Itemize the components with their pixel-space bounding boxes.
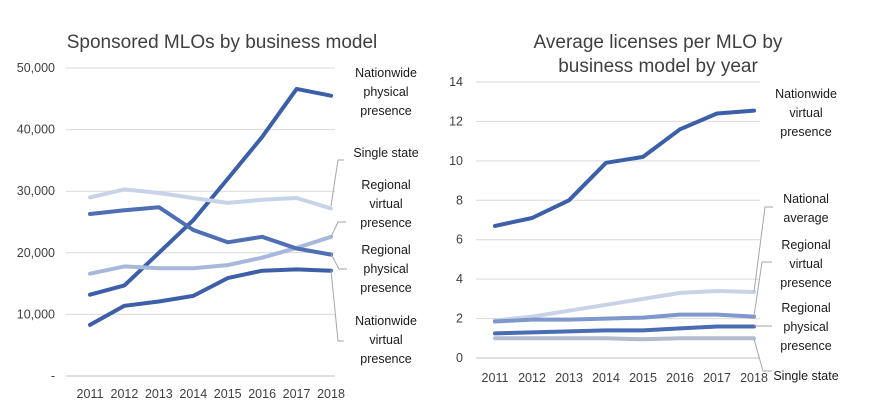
right-leader-line — [753, 206, 773, 293]
left-x-tick-label: 2017 — [283, 387, 311, 401]
left-series-label: physical — [363, 85, 408, 99]
right-y-tick-label: 10 — [449, 154, 463, 168]
left-x-tick-label: 2012 — [111, 387, 139, 401]
left-chart: Sponsored MLOs by business model - 10,000… — [17, 32, 419, 401]
left-series-labels: Nationwide physical presence Single state Re… — [353, 66, 418, 366]
left-x-tick-labels: 2011 2012 2013 2014 2015 2016 2017 2018 — [77, 387, 345, 401]
right-y-tick-labels: 0 2 4 6 8 10 12 14 — [449, 75, 463, 365]
right-series-label: Nationwide — [775, 87, 837, 101]
left-y-tick-label: 10,000 — [17, 307, 55, 321]
left-series-label: virtual — [369, 197, 402, 211]
right-x-tick-label: 2015 — [629, 371, 657, 385]
right-series-line — [493, 108, 756, 228]
left-series-label: presence — [360, 216, 411, 230]
right-series-label: Regional — [781, 238, 830, 252]
left-series-label: presence — [360, 104, 411, 118]
right-y-tick-label: 0 — [456, 351, 463, 365]
right-series-line — [493, 312, 756, 324]
right-y-tick-label: 8 — [456, 193, 463, 207]
right-series-label: virtual — [789, 106, 822, 120]
right-x-tick-label: 2012 — [518, 371, 546, 385]
right-series-lines — [493, 108, 756, 342]
left-chart-title: Sponsored MLOs by business model — [67, 32, 378, 53]
right-y-tick-label: 12 — [449, 114, 463, 128]
left-y-tick-label: 20,000 — [17, 246, 55, 260]
left-x-tick-label: 2014 — [179, 387, 207, 401]
right-series-line — [493, 324, 756, 336]
left-series-label: Nationwide — [355, 314, 417, 328]
left-x-tick-label: 2016 — [248, 387, 276, 401]
right-series-label: physical — [783, 320, 828, 334]
left-y-tick-label: 30,000 — [17, 184, 55, 198]
left-series-label: virtual — [369, 333, 402, 347]
right-y-tick-label: 14 — [449, 75, 463, 89]
right-x-tick-label: 2014 — [592, 371, 620, 385]
right-series-label: average — [783, 211, 828, 225]
left-series-label: Nationwide — [355, 66, 417, 80]
left-series-label: presence — [360, 281, 411, 295]
left-x-tick-label: 2011 — [77, 387, 104, 401]
left-y-tick-label: 40,000 — [17, 123, 55, 137]
right-series-line — [493, 336, 756, 342]
left-x-tick-label: 2015 — [214, 387, 242, 401]
right-x-tick-labels: 2011 2012 2013 2014 2015 2016 2017 2018 — [482, 371, 768, 385]
right-series-line — [493, 289, 756, 323]
right-x-tick-label: 2013 — [555, 371, 583, 385]
right-chart-title-line-1: Average licenses per MLO by — [534, 32, 783, 53]
right-chart: Average licenses per MLO by business mod… — [449, 32, 839, 385]
right-series-labels: Nationwide virtual presence National average… — [773, 87, 838, 383]
left-series-line — [88, 205, 333, 257]
right-x-tick-label: 2018 — [740, 371, 768, 385]
right-series-label: virtual — [789, 257, 822, 271]
right-x-tick-label: 2011 — [482, 371, 509, 385]
right-leader-line — [753, 338, 772, 372]
left-leader-line — [330, 269, 344, 342]
left-series-label: Single state — [353, 146, 418, 160]
left-series-label: physical — [363, 262, 408, 276]
right-y-tick-label: 4 — [456, 272, 463, 286]
right-leader-lines — [753, 206, 773, 372]
right-x-tick-label: 2017 — [703, 371, 731, 385]
right-series-label: Single state — [773, 369, 838, 383]
left-leader-line — [330, 159, 344, 207]
right-leader-line — [753, 261, 772, 317]
left-y-tick-labels: - 10,000 20,000 30,000 40,000 50,000 — [17, 61, 55, 383]
right-series-label: presence — [780, 339, 831, 353]
right-x-tick-label: 2016 — [666, 371, 694, 385]
left-leader-lines — [330, 159, 347, 342]
left-series-line — [88, 86, 333, 297]
right-series-label: Regional — [781, 301, 830, 315]
left-gridlines — [66, 67, 335, 377]
right-series-label: presence — [780, 125, 831, 139]
left-y-tick-label: 50,000 — [17, 61, 55, 75]
left-x-tick-label: 2013 — [145, 387, 173, 401]
right-y-tick-label: 6 — [456, 233, 463, 247]
left-series-lines — [88, 86, 333, 327]
left-leader-line — [330, 221, 346, 238]
left-series-label: Regional — [361, 243, 410, 257]
right-y-tick-label: 2 — [456, 312, 463, 326]
right-chart-title-line-2: business model by year — [558, 56, 758, 77]
left-leader-line — [330, 253, 347, 270]
left-series-line — [88, 187, 333, 211]
right-series-label: presence — [780, 276, 831, 290]
left-y-tick-label: - — [51, 369, 55, 383]
left-series-label: Regional — [361, 178, 410, 192]
left-series-label: presence — [360, 352, 411, 366]
left-series-line — [88, 267, 333, 327]
left-series-line — [88, 234, 333, 276]
left-x-tick-label: 2018 — [317, 387, 345, 401]
right-series-label: National — [783, 192, 829, 206]
